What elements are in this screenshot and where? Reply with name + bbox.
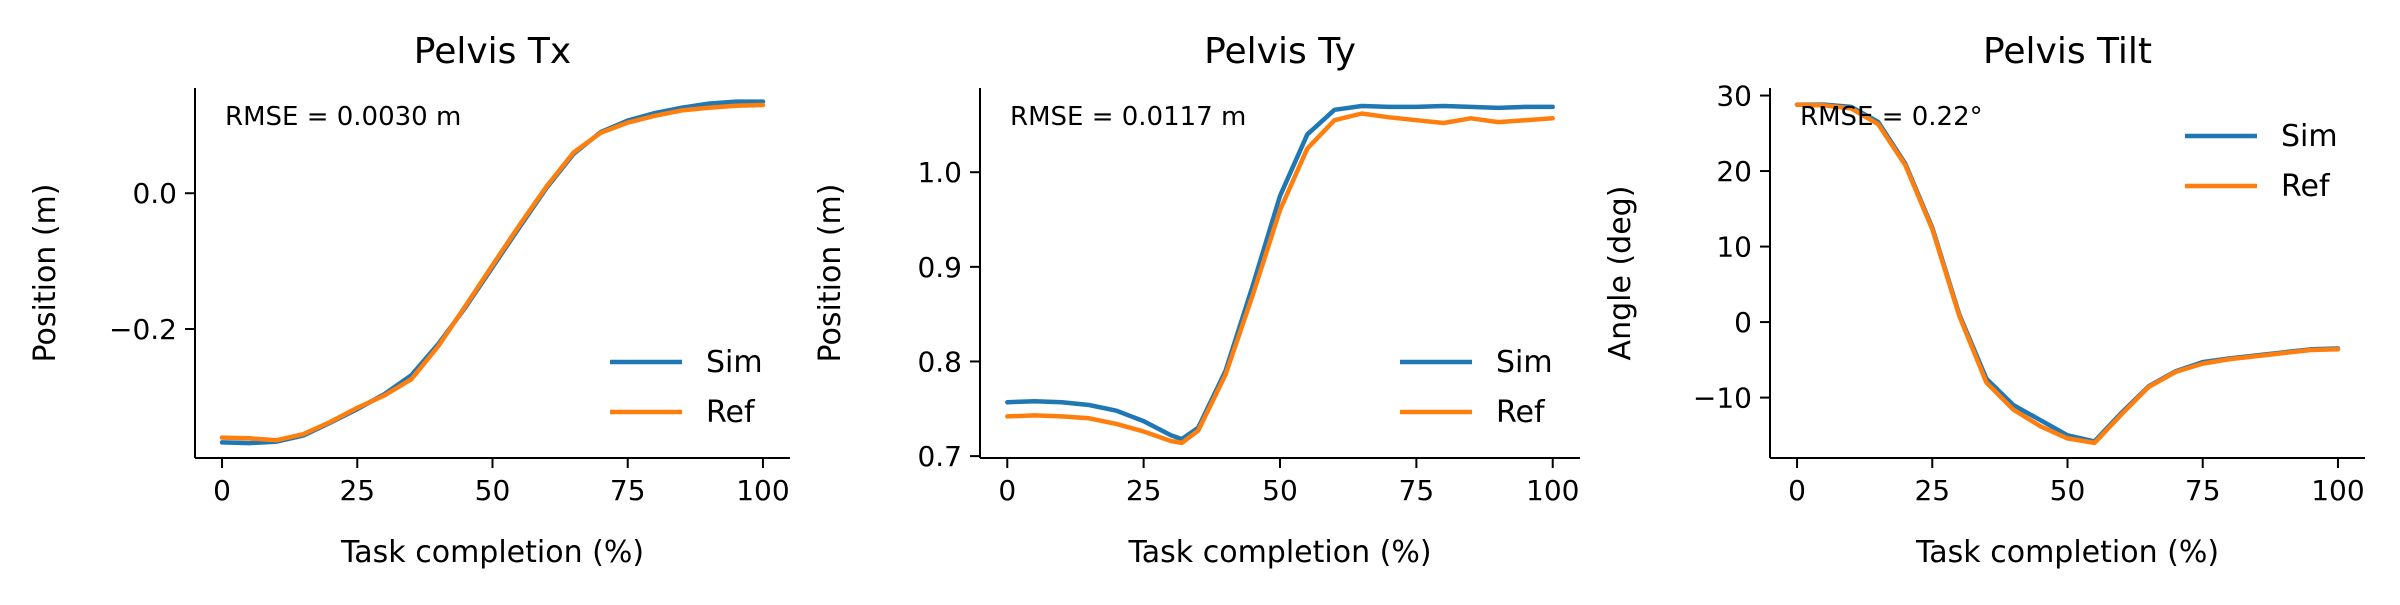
y-tick-label: −10	[1693, 382, 1752, 415]
y-tick-label: 0.0	[132, 177, 177, 210]
x-axis-label: Task completion (%)	[1915, 535, 2219, 570]
x-tick-label: 50	[1262, 474, 1298, 507]
x-tick-label: 0	[1788, 474, 1806, 507]
legend: Sim Ref	[610, 345, 763, 430]
x-tick-label: 50	[475, 474, 511, 507]
rmse-annotation: RMSE = 0.0030 m	[225, 102, 461, 132]
x-tick-label: 75	[1399, 474, 1435, 507]
x-tick-label: 100	[736, 474, 789, 507]
y-axis-label: Position (m)	[28, 184, 63, 363]
x-axis-label: Task completion (%)	[340, 535, 644, 570]
rmse-annotation: RMSE = 0.22°	[1800, 102, 1983, 132]
chart-panel-3: Pelvis Tilt 0 25 50 75 100 −10 0 10 20 30 Task comp…	[1603, 31, 2365, 570]
chart-title: Pelvis Tilt	[1983, 31, 2152, 72]
legend: Sim Ref	[2185, 119, 2338, 204]
series-line-ref	[219, 102, 766, 443]
legend-label-ref: Ref	[706, 395, 756, 430]
x-tick-label: 0	[213, 474, 231, 507]
y-tick-label: 30	[1716, 80, 1752, 113]
legend-label-sim: Sim	[1496, 345, 1553, 380]
series-line-ref	[1794, 102, 2341, 446]
y-tick-label: 0	[1734, 306, 1752, 339]
legend-label-ref: Ref	[2281, 169, 2331, 204]
y-tick-label: 10	[1716, 231, 1752, 264]
x-tick-label: 75	[2185, 474, 2221, 507]
y-axis-label: Position (m)	[813, 184, 848, 363]
x-tick-label: 100	[2311, 474, 2364, 507]
legend-label-sim: Sim	[706, 345, 763, 380]
x-tick-label: 25	[1914, 474, 1950, 507]
x-axis-label: Task completion (%)	[1127, 535, 1431, 570]
x-tick-label: 25	[339, 474, 375, 507]
legend-label-ref: Ref	[1496, 395, 1546, 430]
y-axis-label: Angle (deg)	[1603, 186, 1638, 361]
x-tick-label: 25	[1126, 474, 1162, 507]
chart-title: Pelvis Ty	[1204, 31, 1356, 72]
rmse-annotation: RMSE = 0.0117 m	[1010, 102, 1246, 132]
chart-panel-2: Pelvis Ty 0 25 50 75 100 0.7 0.8 0.9 1.0 Task comp…	[813, 31, 1580, 570]
y-tick-label: −0.2	[109, 313, 177, 346]
x-tick-label: 0	[998, 474, 1016, 507]
series-line-sim	[1794, 102, 2341, 444]
chart-panel-1: Pelvis Tx 0 25 50 75 100 −0.2 0.0 Task completio…	[28, 31, 790, 570]
series-line-sim	[1005, 103, 1555, 442]
y-tick-label: 0.8	[917, 345, 962, 378]
chart-title: Pelvis Tx	[414, 31, 571, 72]
y-tick-label: 0.7	[917, 440, 962, 473]
series-line-ref	[1005, 111, 1555, 446]
legend: Sim Ref	[1400, 345, 1553, 430]
x-tick-label: 50	[2050, 474, 2086, 507]
x-tick-label: 100	[1526, 474, 1579, 507]
legend-label-sim: Sim	[2281, 119, 2338, 154]
y-tick-label: 0.9	[917, 251, 962, 284]
series-line-sim	[219, 99, 766, 446]
x-tick-label: 75	[610, 474, 646, 507]
y-tick-label: 1.0	[917, 156, 962, 189]
y-tick-label: 20	[1716, 155, 1752, 188]
